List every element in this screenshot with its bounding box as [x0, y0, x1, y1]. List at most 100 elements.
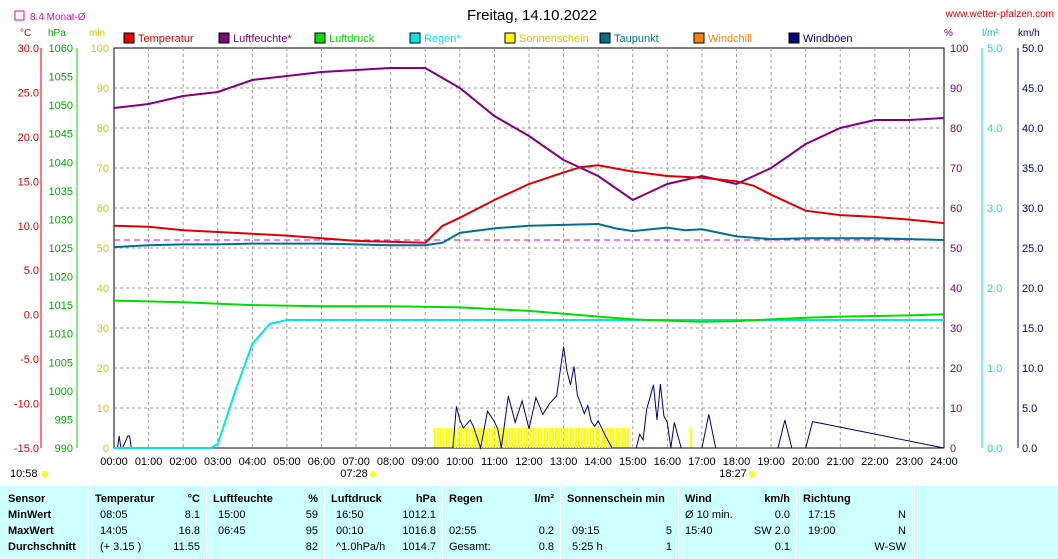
table-divider [206, 486, 207, 559]
table-divider [560, 486, 561, 559]
x-tick-label: 07:00 [342, 456, 370, 468]
header-sunshine: Sonnenschein min [567, 493, 665, 505]
header-pressure: Luftdruck [331, 493, 382, 505]
humidity-tick-label: 70 [950, 163, 962, 175]
sunset-icon [749, 471, 755, 477]
pressure-tick-label: 1030 [49, 214, 73, 226]
pressure-tick-label: 1040 [49, 157, 73, 169]
sunshine-bar [462, 428, 465, 448]
sunshine-bar [505, 428, 508, 448]
humidity-tick-label: 50 [950, 243, 962, 255]
sunshine-bar [526, 428, 529, 448]
sunshine-bar [612, 428, 615, 448]
header-temperature-unit: °C [187, 493, 200, 505]
temperature-line [113, 164, 945, 244]
table-cell-rain-t: 02:55 [449, 525, 477, 537]
x-tick-label: 18:00 [723, 456, 751, 468]
sunshine-bar [480, 428, 483, 448]
x-tick-label: 24:00 [930, 456, 958, 468]
table-divider [914, 486, 915, 559]
sunshine-bar [583, 428, 586, 448]
pressure-tick-label: 1050 [49, 100, 73, 112]
legend-pressure-label: Luftdruck [329, 33, 375, 45]
table-cell-wind-t: 15:40 [685, 525, 713, 537]
sunshine-bar [491, 428, 494, 448]
humidity-tick-label: 0 [950, 443, 956, 455]
sunshine-bar [520, 428, 523, 448]
table-cell-hum-v: 59 [305, 509, 318, 521]
table-cell-temp-v: 8.1 [184, 509, 200, 521]
humidity-line [113, 67, 945, 202]
sunshine-bar [456, 428, 459, 448]
month-avg-label: 8.4 Monat-Ø [30, 12, 86, 23]
chart-title: Freitag, 14.10.2022 [467, 7, 597, 24]
legend-rain-label: Regen* [424, 33, 461, 45]
x-tick-label: 17:00 [688, 456, 716, 468]
x-tick-label: 11:00 [481, 456, 508, 468]
updated-icon [42, 471, 48, 477]
temperature-tick-label: 5.0 [24, 265, 39, 277]
table-cell-hum-t: 15:00 [218, 509, 246, 521]
wind-tick-label: 5.0 [1022, 403, 1037, 415]
dewpoint-line [113, 222, 945, 249]
header-rain: Regen [449, 493, 483, 505]
sunshine-bar [598, 428, 601, 448]
table-cell-wind-v: 0.0 [774, 509, 790, 521]
sunshine-tick-label: 100 [91, 43, 109, 55]
humidity-tick-label: 90 [950, 83, 962, 95]
sunshine-bar [436, 428, 439, 448]
table-cell-label: MaxWert [8, 525, 54, 537]
temperature-tick-label: 15.0 [18, 176, 39, 188]
sunshine-bar [615, 428, 618, 448]
sunshine-bar [537, 428, 540, 448]
header-rain-unit: l/m² [534, 493, 554, 505]
table-divider [324, 486, 325, 559]
sunshine-bar [531, 428, 534, 448]
table-divider [442, 486, 443, 559]
x-tick-label: 20:00 [792, 456, 820, 468]
sunshine-bar [454, 428, 457, 448]
sunshine-bar [534, 428, 537, 448]
sunshine-bar [494, 428, 497, 448]
wind-tick-label: 20.0 [1022, 283, 1043, 295]
table-cell-temp-t: 14:05 [100, 525, 128, 537]
sunshine-bar [577, 428, 580, 448]
sunshine-bar [474, 428, 477, 448]
sunshine-bar [546, 428, 549, 448]
sunshine-tick-label: 80 [97, 123, 109, 135]
sunshine-tick-label: 30 [97, 323, 109, 335]
chart-legend: Temperatur Luftfeuchte* Luftdruck Regen* Son… [123, 32, 853, 45]
sunshine-bar [592, 428, 595, 448]
sunshine-bar [609, 428, 612, 448]
humidity-tick-label: 20 [950, 363, 962, 375]
sunshine-bar [482, 428, 485, 448]
legend-windchill-swatch [693, 32, 705, 44]
site-link[interactable]: www.wetter-pfalzen.com [945, 9, 1054, 20]
rain-tick-label: 1.0 [987, 363, 1002, 375]
sunshine-bar [557, 428, 560, 448]
table-cell-hum-v: 95 [305, 525, 318, 537]
table-cell-press-v: 1016.8 [402, 525, 436, 537]
legend-dewpoint-label: Taupunkt [614, 33, 659, 45]
table-divider [678, 486, 679, 559]
sunshine-bar [554, 428, 557, 448]
sunshine-bar [471, 428, 474, 448]
sunshine-tick-label: 90 [97, 83, 109, 95]
humidity-tick-label: 10 [950, 403, 962, 415]
temperature-tick-label: 10.0 [18, 221, 39, 233]
sunshine-bar [586, 428, 589, 448]
x-tick-label: 15:00 [619, 456, 647, 468]
sunshine-bar [575, 428, 578, 448]
table-cell-wind-t: Ø 10 min. [685, 509, 733, 521]
legend-humidity-swatch [218, 32, 230, 44]
sunshine-bar [488, 428, 491, 448]
unit-humidity: % [944, 28, 953, 39]
sunshine-bar [606, 428, 609, 448]
legend-temperature-swatch [123, 32, 135, 44]
sunshine-tick-label: 20 [97, 363, 109, 375]
wind-tick-label: 30.0 [1022, 203, 1043, 215]
sunshine-bar [442, 428, 445, 448]
table-cell-press-v: 1014.7 [402, 541, 436, 553]
sunshine-bar [517, 428, 520, 448]
table-divider [796, 486, 797, 559]
